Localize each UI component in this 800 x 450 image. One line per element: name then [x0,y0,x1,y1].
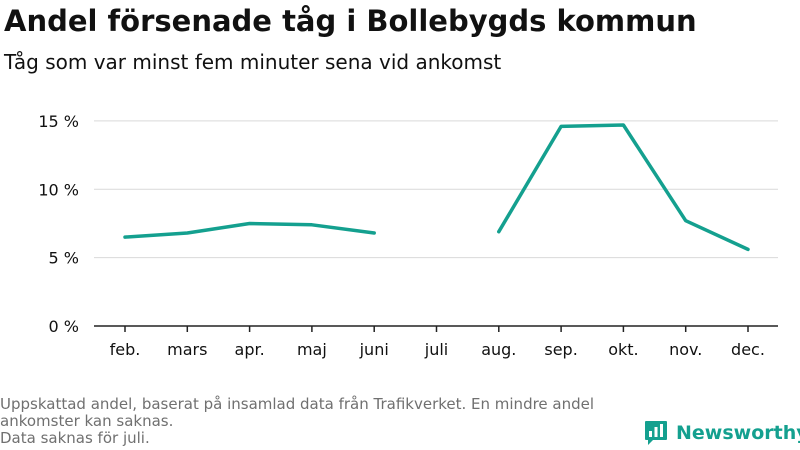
x-tick-label: maj [297,340,327,359]
y-tick-label: 0 % [49,317,79,336]
grid-lines [94,120,778,259]
x-tick-label: juni [359,340,389,359]
chart-subtitle: Tåg som var minst fem minuter sena vid a… [4,50,502,74]
x-tick-label: sep. [544,340,577,359]
x-tick-label: aug. [481,340,516,359]
series-line-segment [123,221,376,239]
x-tick-label: dec. [731,340,765,359]
footer-note: Uppskattad andel, baserat på insamlad da… [0,396,640,447]
brand-logo: Newsworthy [644,419,800,447]
y-tick-label: 5 % [49,249,79,268]
x-tick-label: juli [424,340,448,359]
x-tick-label: apr. [235,340,265,359]
brand-name: Newsworthy [676,422,800,444]
footer-note-source: Uppskattad andel, baserat på insamlad da… [0,395,595,430]
footer-note-missing: Data saknas för juli. [0,429,150,447]
x-axis-ticks: feb. mars apr. maj juni juli aug. sep. okt. nov. d… [110,326,765,359]
x-tick-label: nov. [669,340,702,359]
chart-title: Andel försenade tåg i Bollebygds kommun [4,4,697,38]
newsworthy-logo-icon [645,421,667,445]
y-tick-label: 10 % [38,180,79,199]
x-tick-label: feb. [110,340,141,359]
series-lines [123,123,750,252]
x-tick-label: okt. [608,340,638,359]
series-line-segment [497,123,750,252]
x-tick-label: mars [167,340,207,359]
y-axis-tick-labels: 0 % 5 % 10 % 15 % [38,112,79,336]
y-tick-label: 15 % [38,112,79,131]
